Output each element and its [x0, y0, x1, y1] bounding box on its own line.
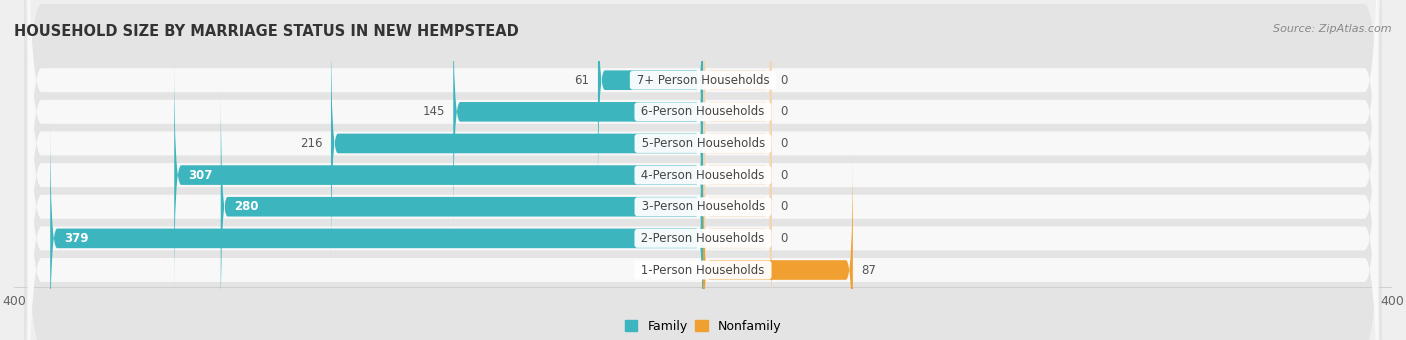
- FancyBboxPatch shape: [703, 27, 772, 260]
- FancyBboxPatch shape: [24, 30, 1382, 340]
- FancyBboxPatch shape: [24, 0, 1382, 340]
- FancyBboxPatch shape: [703, 0, 772, 197]
- FancyBboxPatch shape: [598, 0, 703, 197]
- FancyBboxPatch shape: [703, 90, 772, 323]
- Text: 87: 87: [862, 264, 876, 276]
- Text: 307: 307: [188, 169, 212, 182]
- FancyBboxPatch shape: [28, 0, 1378, 340]
- FancyBboxPatch shape: [703, 153, 853, 340]
- FancyBboxPatch shape: [24, 0, 1382, 320]
- FancyBboxPatch shape: [221, 90, 703, 323]
- FancyBboxPatch shape: [703, 0, 772, 228]
- Text: 5-Person Households: 5-Person Households: [637, 137, 769, 150]
- FancyBboxPatch shape: [28, 0, 1378, 340]
- Text: 0: 0: [780, 74, 787, 87]
- Text: 2-Person Households: 2-Person Households: [637, 232, 769, 245]
- Text: 0: 0: [780, 169, 787, 182]
- Text: 145: 145: [422, 105, 444, 118]
- FancyBboxPatch shape: [174, 58, 703, 292]
- FancyBboxPatch shape: [703, 58, 772, 292]
- Text: 280: 280: [235, 200, 259, 213]
- FancyBboxPatch shape: [453, 0, 703, 228]
- Text: 379: 379: [65, 232, 89, 245]
- Text: 7+ Person Households: 7+ Person Households: [633, 74, 773, 87]
- FancyBboxPatch shape: [28, 0, 1378, 340]
- Text: 0: 0: [780, 105, 787, 118]
- Text: Source: ZipAtlas.com: Source: ZipAtlas.com: [1274, 24, 1392, 34]
- Text: 216: 216: [299, 137, 322, 150]
- Text: HOUSEHOLD SIZE BY MARRIAGE STATUS IN NEW HEMPSTEAD: HOUSEHOLD SIZE BY MARRIAGE STATUS IN NEW…: [14, 24, 519, 39]
- Text: 3-Person Households: 3-Person Households: [637, 200, 769, 213]
- Text: 0: 0: [780, 232, 787, 245]
- FancyBboxPatch shape: [703, 122, 772, 340]
- Legend: Family, Nonfamily: Family, Nonfamily: [624, 320, 782, 333]
- FancyBboxPatch shape: [28, 0, 1378, 340]
- Text: 4-Person Households: 4-Person Households: [637, 169, 769, 182]
- FancyBboxPatch shape: [24, 0, 1382, 340]
- FancyBboxPatch shape: [51, 122, 703, 340]
- FancyBboxPatch shape: [330, 27, 703, 260]
- FancyBboxPatch shape: [28, 0, 1378, 321]
- FancyBboxPatch shape: [24, 0, 1382, 340]
- FancyBboxPatch shape: [24, 0, 1382, 340]
- Text: 1-Person Households: 1-Person Households: [637, 264, 769, 276]
- Text: 6-Person Households: 6-Person Households: [637, 105, 769, 118]
- Text: 0: 0: [780, 200, 787, 213]
- FancyBboxPatch shape: [24, 0, 1382, 340]
- Text: 0: 0: [780, 137, 787, 150]
- Text: 61: 61: [574, 74, 589, 87]
- FancyBboxPatch shape: [28, 29, 1378, 340]
- FancyBboxPatch shape: [28, 0, 1378, 340]
